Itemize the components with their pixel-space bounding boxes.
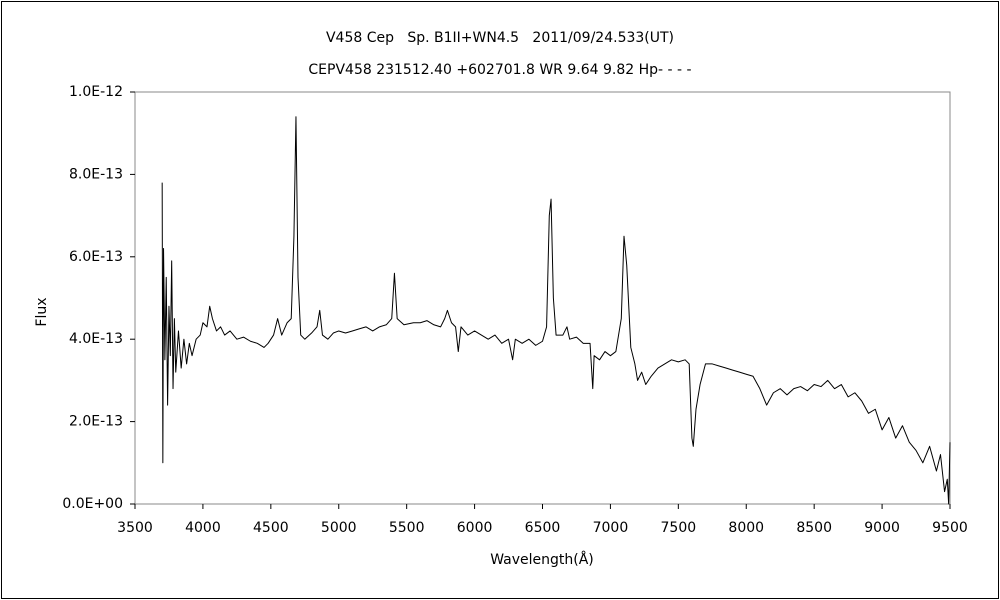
x-tick-label: 5500 <box>389 520 425 536</box>
y-tick-label: 2.0E-13 <box>69 414 123 430</box>
y-axis-label: Flux <box>34 297 50 326</box>
x-axis-label: Wavelength(Å) <box>490 551 594 568</box>
y-tick-label: 4.0E-13 <box>69 331 123 347</box>
x-tick-label: 9000 <box>864 520 900 536</box>
y-tick-label: 8.0E-13 <box>69 166 123 182</box>
x-tick-label: 3500 <box>117 520 153 536</box>
x-tick-label: 8500 <box>796 520 832 536</box>
spectrum-line <box>161 116 951 505</box>
chart-title: V458 Cep Sp. B1II+WN4.5 2011/09/24.533(U… <box>326 30 674 46</box>
x-tick-label: 6500 <box>525 520 561 536</box>
x-tick-label: 4000 <box>185 520 221 536</box>
x-tick-label: 4500 <box>253 520 289 536</box>
x-tick-label: 5000 <box>321 520 357 536</box>
y-tick-label: 1.0E-12 <box>69 84 123 100</box>
y-tick-label: 0.0E+00 <box>62 496 123 512</box>
x-tick-label: 6000 <box>457 520 493 536</box>
x-tick-label: 8000 <box>728 520 764 536</box>
chart-subtitle: CEPV458 231512.40 +602701.8 WR 9.64 9.82… <box>308 62 691 78</box>
x-tick-label: 7000 <box>593 520 629 536</box>
y-tick-label: 6.0E-13 <box>69 249 123 265</box>
x-tick-label: 7500 <box>661 520 697 536</box>
x-tick-label: 9500 <box>932 520 968 536</box>
